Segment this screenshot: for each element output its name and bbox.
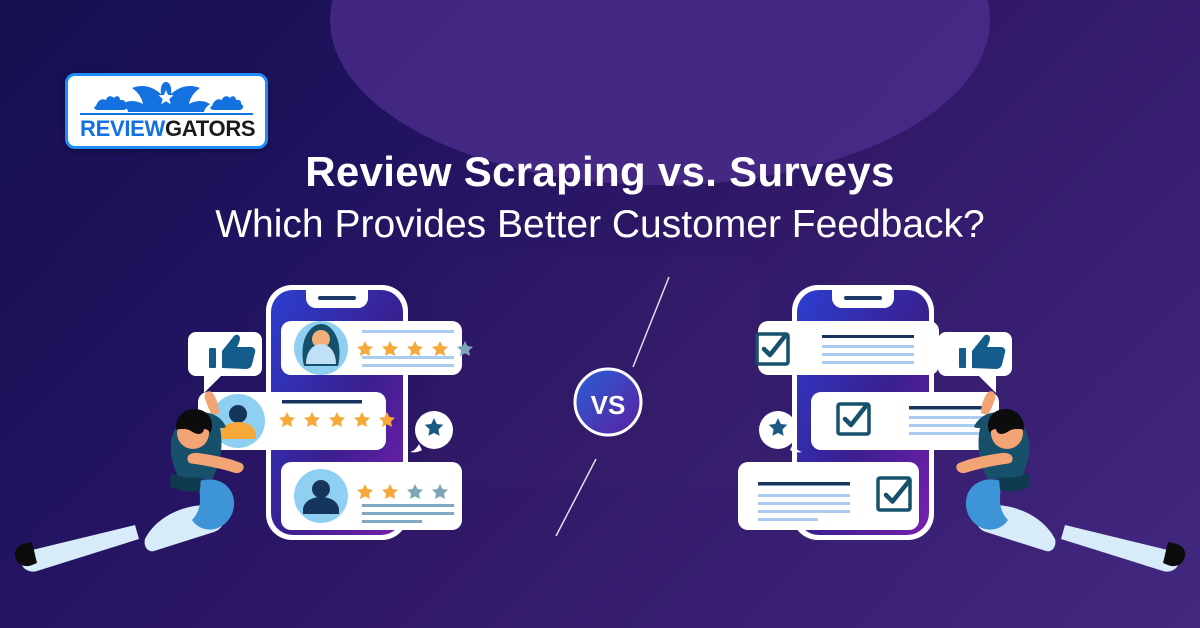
svg-text:VS: VS [591,390,626,420]
